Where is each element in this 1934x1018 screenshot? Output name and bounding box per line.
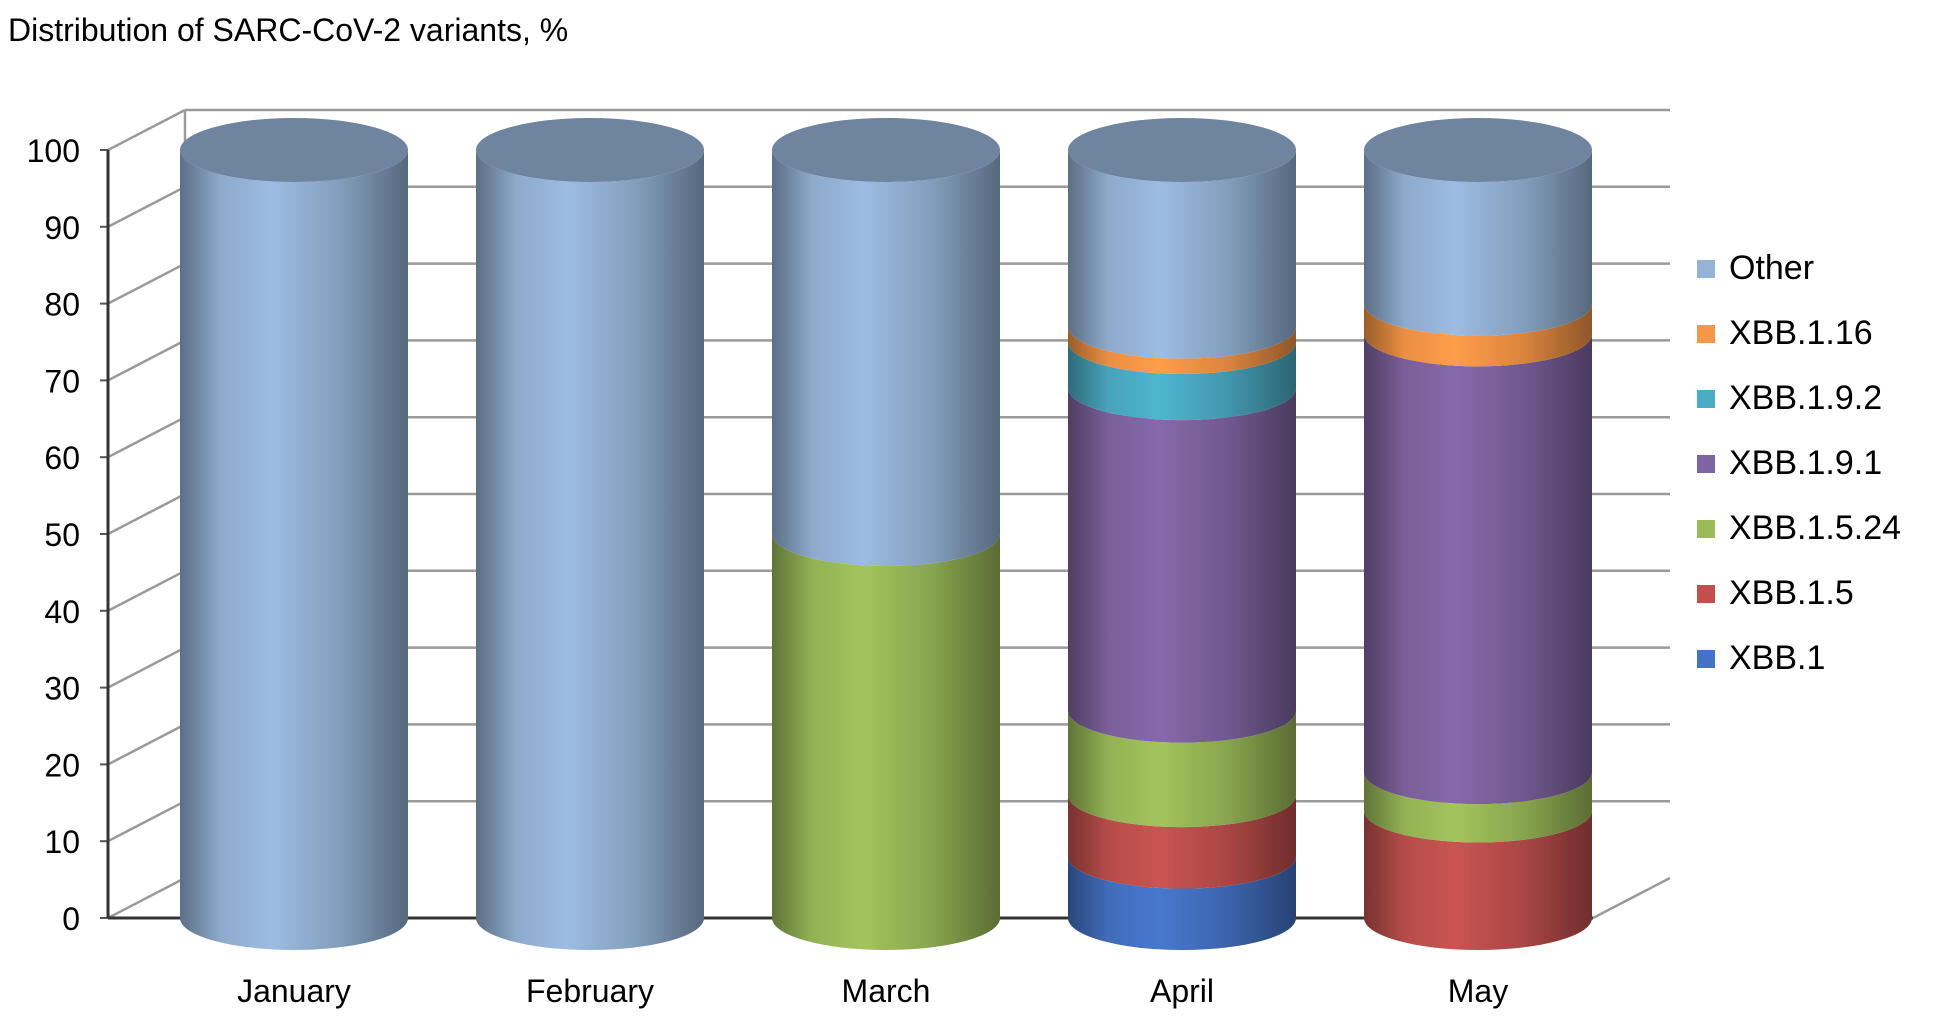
y-tick-label: 50 (44, 517, 80, 553)
bar-segment-xbb-1-5 (1068, 795, 1296, 889)
bar-segment-xbb-1-16 (1364, 303, 1592, 367)
bar-segment-xbb-1 (1068, 856, 1296, 950)
x-tick-label: January (237, 973, 351, 1009)
legend-swatch (1697, 585, 1715, 603)
legend-swatch (1697, 325, 1715, 343)
bar-segment-xbb-1-9-2 (1068, 342, 1296, 421)
legend-swatch (1697, 650, 1715, 668)
bar-segment-xbb-1-5-24 (772, 534, 1000, 950)
bar-segment-xbb-1-9-1 (1068, 388, 1296, 743)
gridline-side (107, 339, 186, 382)
bar-segment-xbb-1-5-24 (1364, 772, 1592, 843)
gridline-side (107, 416, 186, 459)
x-tick-label: March (842, 973, 931, 1009)
y-tick-label: 80 (44, 287, 80, 323)
gridline-side (107, 723, 186, 766)
x-tick-label: May (1448, 973, 1508, 1009)
legend-label: XBB.1 (1729, 639, 1826, 677)
y-tick-label: 100 (27, 133, 80, 169)
bar-segment-other (476, 150, 704, 950)
gridline-side (107, 492, 186, 536)
bar-segment-other (1068, 150, 1296, 359)
bar-segment-xbb-1-5-24 (1068, 710, 1296, 828)
gridline-side (107, 646, 186, 689)
legend-label: XBB.1.5 (1729, 574, 1854, 612)
x-tick-label: February (526, 973, 654, 1009)
legend-label: XBB.1.9.1 (1729, 444, 1883, 482)
legend-label: Other (1729, 249, 1815, 287)
y-tick-label: 70 (44, 363, 80, 399)
cylinder-january (180, 118, 408, 950)
y-tick-label: 60 (44, 440, 80, 476)
gridline-side (107, 185, 186, 228)
bar-segment-other (180, 150, 408, 950)
chart-title: Distribution of SARC-CoV-2 variants, % (8, 12, 569, 48)
cylinder-top (1364, 118, 1592, 182)
cylinder-top (1068, 118, 1296, 182)
legend-swatch (1697, 520, 1715, 538)
gridline-side (107, 108, 186, 152)
gridline-side (107, 262, 186, 305)
floor-right-edge (1592, 876, 1671, 920)
bar-segment-xbb-1-5 (1364, 810, 1592, 950)
gridline-side (107, 876, 186, 920)
y-tick-label: 40 (44, 594, 80, 630)
y-tick-label: 20 (44, 747, 80, 783)
legend-swatch (1697, 455, 1715, 473)
bar-segment-xbb-1-16 (1068, 326, 1296, 374)
cylinder-may (1364, 118, 1592, 950)
legend-label: XBB.1.5.24 (1729, 509, 1902, 547)
bar-segment-other (772, 150, 1000, 566)
cylinder-february (476, 118, 704, 950)
y-tick-label: 90 (44, 210, 80, 246)
legend-swatch (1697, 390, 1715, 408)
cylinder-top (476, 118, 704, 182)
gridline-side (107, 800, 186, 843)
cylinder-march (772, 118, 1000, 950)
gridline-side (107, 569, 186, 612)
legend-swatch (1697, 260, 1715, 278)
x-tick-label: April (1150, 973, 1214, 1009)
y-tick-label: 30 (44, 671, 80, 707)
cylinder-top (180, 118, 408, 182)
cylinder-top (772, 118, 1000, 182)
cylinder-april (1068, 118, 1296, 950)
bar-segment-xbb-1-9-1 (1364, 334, 1592, 805)
legend-label: XBB.1.9.2 (1729, 379, 1883, 417)
y-tick-label: 0 (62, 901, 80, 937)
y-tick-label: 10 (44, 824, 80, 860)
bar-segment-other (1364, 150, 1592, 336)
legend-label: XBB.1.16 (1729, 314, 1873, 352)
